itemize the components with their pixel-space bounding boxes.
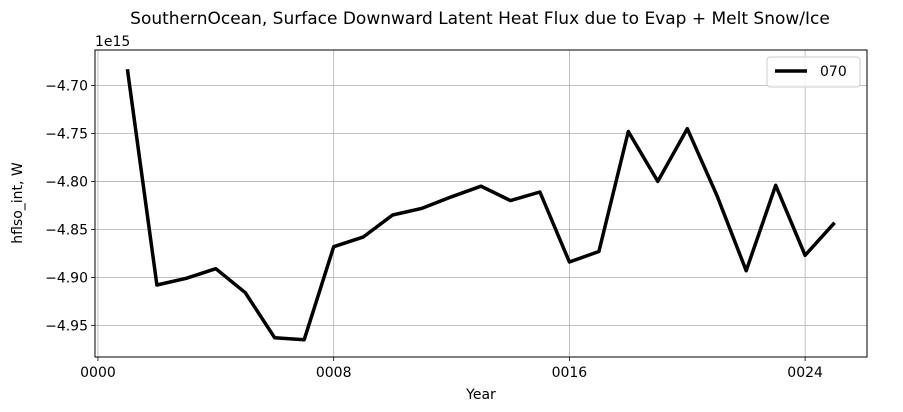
y-tick-label: −4.70 (45, 78, 88, 94)
y-axis-label: hflso_int, W (10, 162, 26, 244)
plot-area (94, 49, 868, 358)
x-tick-label: 0000 (80, 365, 116, 381)
x-tick-label: 0008 (316, 365, 352, 381)
legend-label: 070 (820, 64, 847, 80)
series-line-070 (125, 68, 836, 342)
y-tick-label: −4.95 (45, 318, 88, 334)
legend: 070 (766, 56, 861, 88)
legend-box (766, 56, 861, 88)
series-layer (125, 68, 836, 342)
y-axis: −4.70 −4.75 −4.80 −4.85 −4.90 −4.95 (45, 78, 95, 334)
x-tick-label: 0016 (552, 365, 588, 381)
grid-lines (95, 50, 867, 357)
y-tick-label: −4.80 (45, 174, 88, 190)
y-tick-label: −4.85 (45, 222, 88, 238)
x-axis: 0000 0008 0016 0024 (80, 357, 823, 381)
x-tick-label: 0024 (787, 365, 823, 381)
y-tick-label: −4.75 (45, 126, 88, 142)
chart-title: SouthernOcean, Surface Downward Latent H… (130, 9, 830, 29)
y-tick-label: −4.90 (45, 270, 88, 286)
y-axis-offset-label: 1e15 (95, 34, 130, 50)
x-axis-label: Year (465, 387, 496, 403)
